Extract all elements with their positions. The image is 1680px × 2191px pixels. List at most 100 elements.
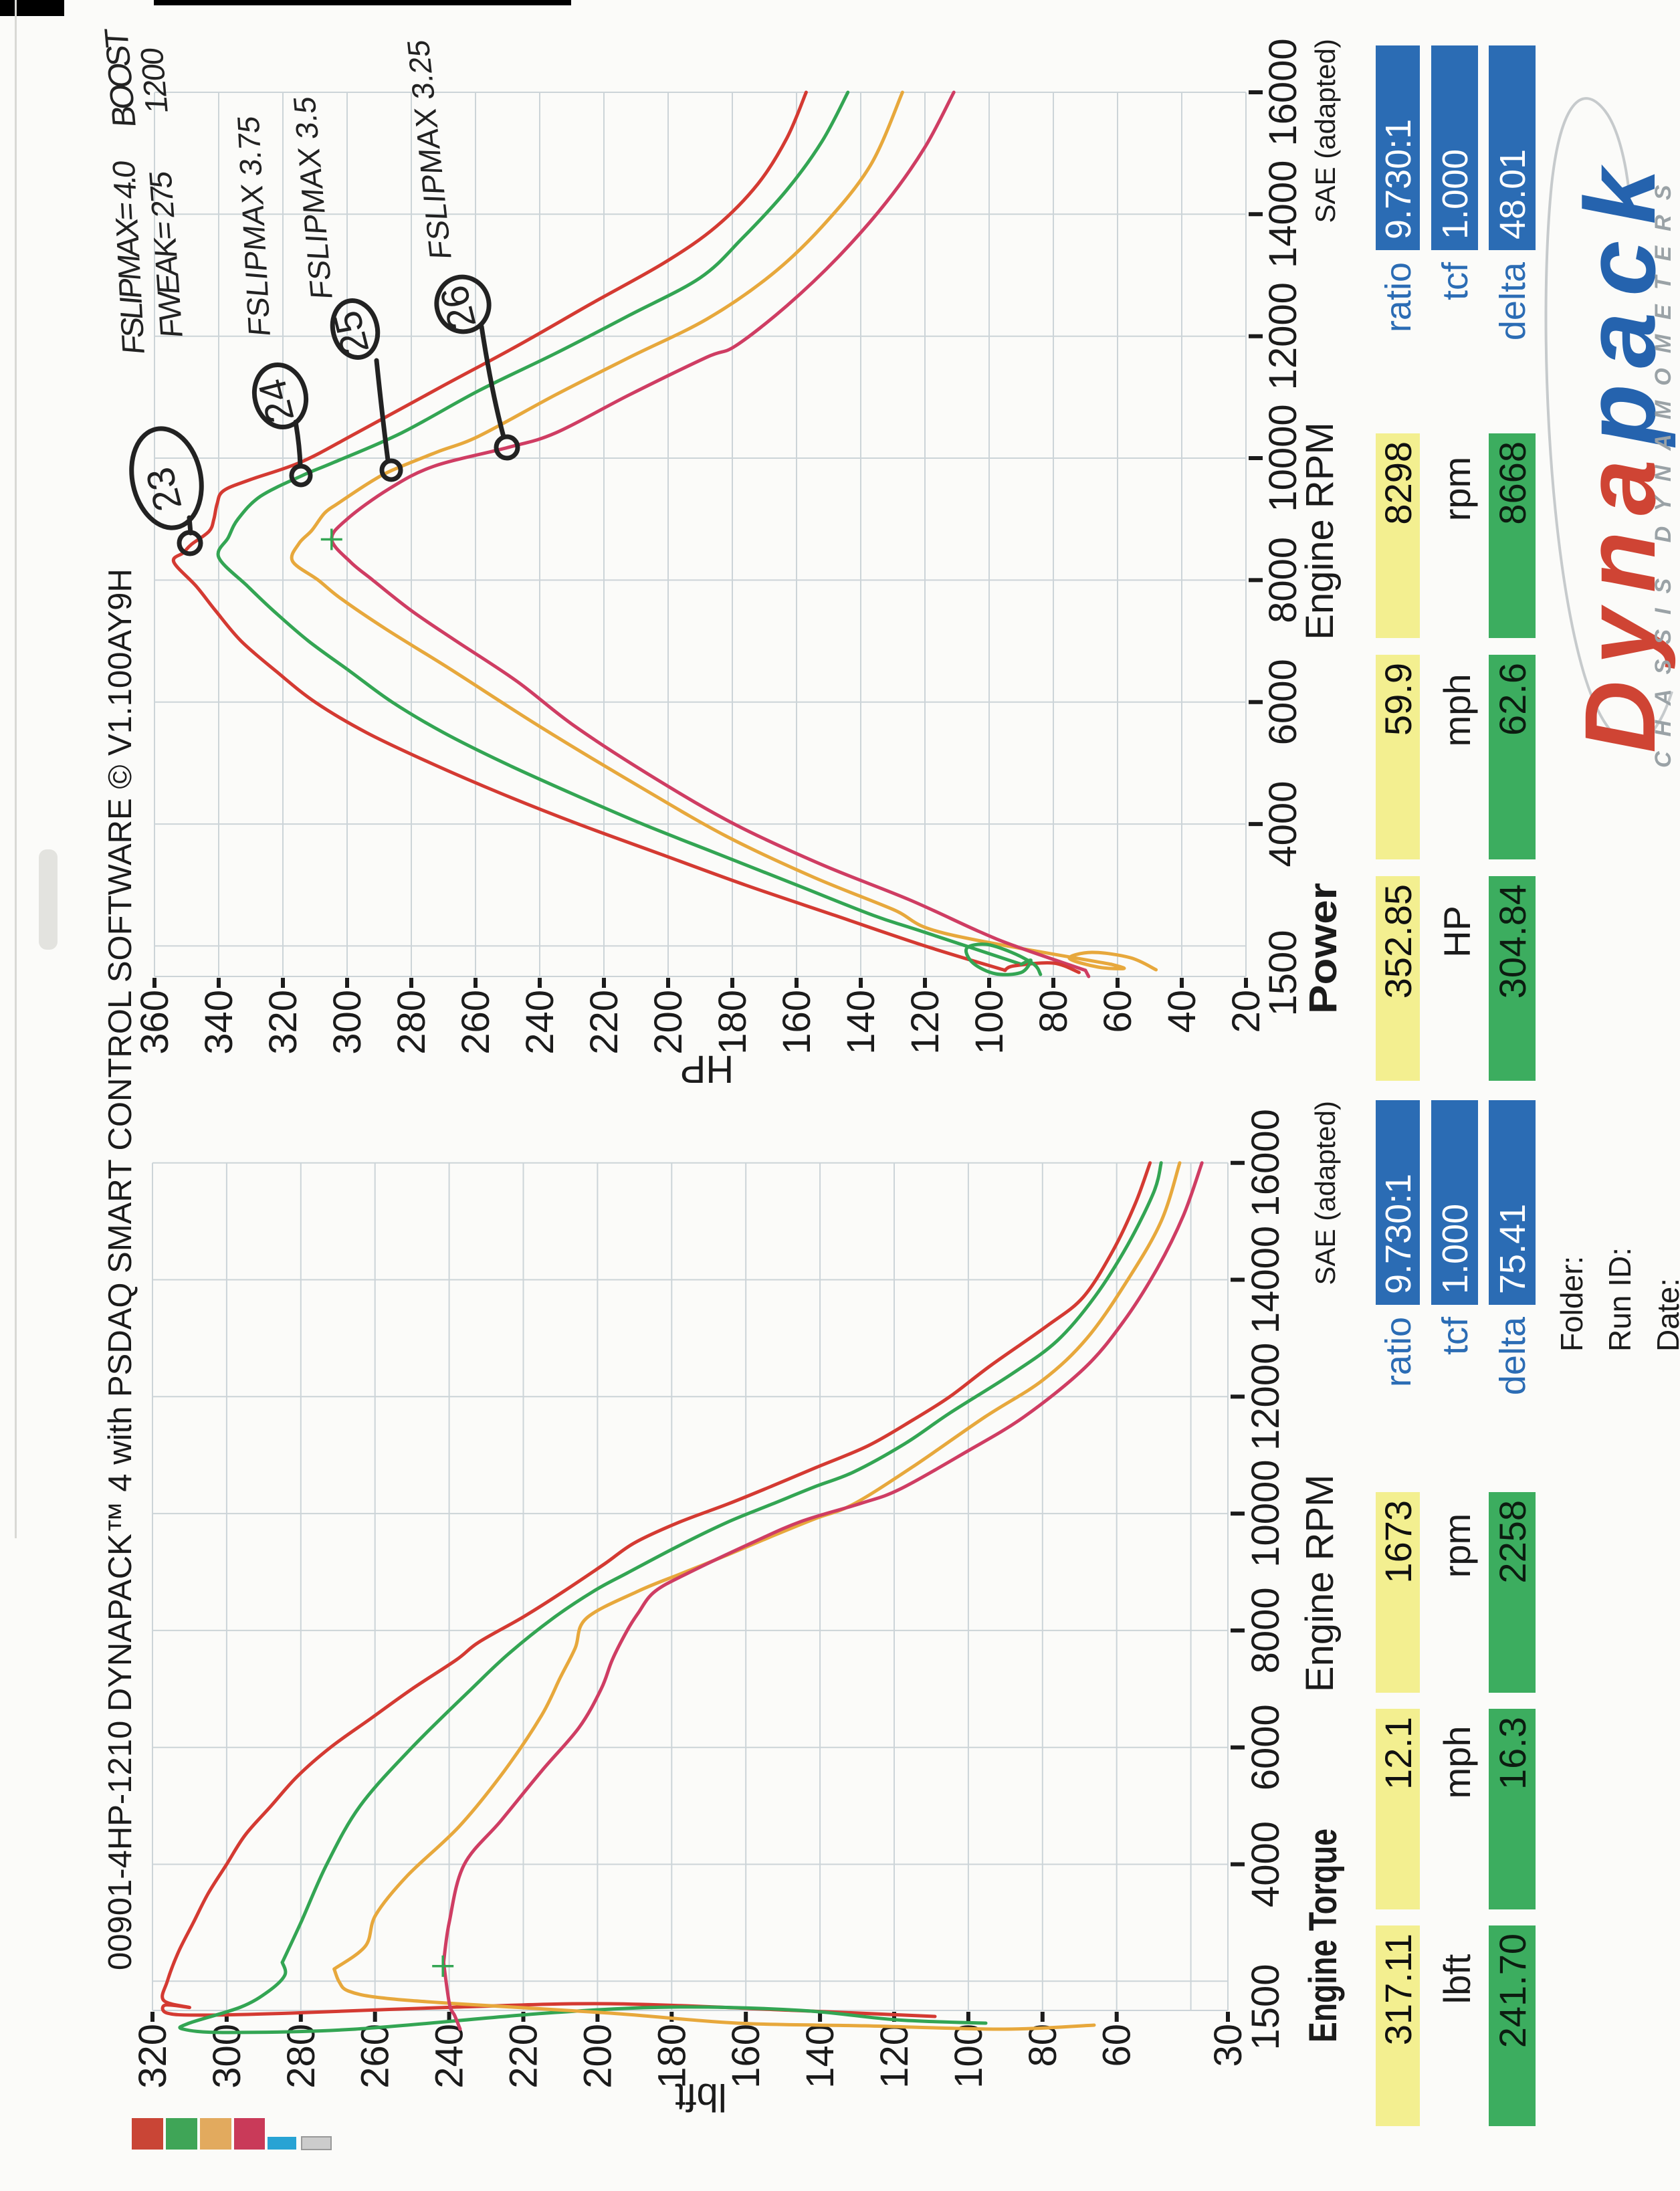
svg-text:26: 26	[432, 281, 485, 333]
svg-text:CHASSIS DYNAMOMETERS: CHASSIS DYNAMOMETERS	[1651, 171, 1676, 768]
svg-text:40: 40	[1160, 990, 1204, 1033]
svg-text:80: 80	[1032, 990, 1075, 1033]
svg-text:180: 180	[650, 2024, 694, 2089]
svg-text:8298: 8298	[1377, 441, 1419, 525]
svg-text:100: 100	[947, 2024, 990, 2089]
svg-text:lbft: lbft	[1436, 1954, 1478, 2004]
svg-text:2258: 2258	[1491, 1500, 1534, 1584]
svg-text:delta: delta	[1493, 1316, 1533, 1395]
svg-text:1500: 1500	[1244, 1964, 1287, 2050]
svg-text:9.730:1: 9.730:1	[1378, 1174, 1419, 1294]
svg-text:Folder:: Folder:	[1554, 1256, 1589, 1352]
svg-text:140: 140	[799, 2024, 842, 2089]
svg-text:delta: delta	[1493, 262, 1533, 340]
svg-text:317.11: 317.11	[1377, 1934, 1419, 2045]
svg-text:1.000: 1.000	[1435, 1204, 1475, 1294]
svg-text:4000: 4000	[1244, 1821, 1287, 1907]
svg-text:1500: 1500	[1261, 930, 1305, 1016]
svg-text:280: 280	[280, 2024, 323, 2089]
svg-text:23: 23	[138, 463, 191, 515]
svg-text:60: 60	[1095, 2024, 1139, 2067]
svg-text:SAE (adapted): SAE (adapted)	[1309, 39, 1341, 223]
svg-text:9.730:1: 9.730:1	[1378, 119, 1419, 239]
svg-text:8668: 8668	[1491, 441, 1534, 525]
svg-text:rpm: rpm	[1436, 1514, 1478, 1578]
svg-text:10000: 10000	[1244, 1459, 1287, 1567]
svg-text:241.70: 241.70	[1491, 1934, 1534, 2048]
svg-text:25: 25	[325, 306, 378, 358]
svg-text:6000: 6000	[1244, 1704, 1287, 1790]
svg-text:300: 300	[205, 2024, 249, 2089]
svg-text:48.01: 48.01	[1493, 149, 1533, 239]
svg-text:FWEAK= 275: FWEAK= 275	[143, 171, 190, 339]
svg-text:Dyna: Dyna	[1564, 443, 1676, 753]
svg-text:160: 160	[724, 2024, 768, 2089]
svg-text:FSLIPMAX 3.25: FSLIPMAX 3.25	[400, 39, 458, 260]
svg-text:60: 60	[1096, 990, 1140, 1033]
svg-text:200: 200	[576, 2024, 619, 2089]
svg-text:lbft: lbft	[675, 2075, 726, 2119]
svg-text:Run ID:: Run ID:	[1602, 1247, 1637, 1352]
svg-text:360: 360	[133, 990, 177, 1055]
svg-text:Power: Power	[1301, 883, 1345, 1014]
svg-text:304.84: 304.84	[1491, 884, 1534, 999]
svg-text:80: 80	[1021, 2024, 1065, 2067]
svg-text:rpm: rpm	[1436, 457, 1478, 521]
svg-text:220: 220	[502, 2024, 546, 2089]
svg-text:00901-4HP-1210 DYNAPACK™ 4 wit: 00901-4HP-1210 DYNAPACK™ 4 with PSDAQ SM…	[102, 568, 138, 1970]
svg-text:8000: 8000	[1261, 537, 1305, 623]
svg-text:180: 180	[711, 990, 754, 1055]
svg-text:ratio: ratio	[1378, 1317, 1419, 1387]
svg-text:Date:: Date:	[1651, 1278, 1680, 1352]
svg-text:BOOST: BOOST	[98, 29, 143, 128]
svg-text:10000: 10000	[1261, 404, 1305, 512]
svg-text:300: 300	[326, 990, 369, 1055]
svg-text:tcf: tcf	[1435, 1316, 1475, 1355]
svg-text:ratio: ratio	[1378, 262, 1419, 332]
svg-text:100: 100	[968, 990, 1011, 1055]
svg-text:tcf: tcf	[1435, 262, 1475, 300]
svg-text:200: 200	[647, 990, 690, 1055]
svg-text:340: 340	[197, 990, 241, 1055]
svg-text:Engine RPM: Engine RPM	[1298, 1474, 1342, 1692]
svg-text:16000: 16000	[1261, 38, 1305, 146]
svg-text:24: 24	[250, 375, 303, 427]
svg-text:Engine Torque: Engine Torque	[1301, 1829, 1345, 2043]
svg-text:12000: 12000	[1244, 1343, 1287, 1451]
svg-text:FSLIPMAX 3.5: FSLIPMAX 3.5	[286, 96, 339, 300]
svg-text:1200: 1200	[134, 47, 175, 114]
svg-text:280: 280	[390, 990, 433, 1055]
svg-text:260: 260	[454, 990, 498, 1055]
svg-text:mph: mph	[1436, 674, 1478, 747]
svg-text:120: 120	[904, 990, 947, 1055]
svg-text:1673: 1673	[1377, 1500, 1419, 1584]
svg-text:140: 140	[839, 990, 883, 1055]
svg-text:320: 320	[261, 990, 305, 1055]
svg-text:120: 120	[873, 2024, 916, 2089]
svg-text:12000: 12000	[1261, 282, 1305, 390]
svg-text:14000: 14000	[1244, 1226, 1287, 1334]
svg-text:320: 320	[131, 2024, 175, 2089]
svg-text:14000: 14000	[1261, 161, 1305, 268]
svg-text:16.3: 16.3	[1491, 1717, 1534, 1790]
svg-text:260: 260	[354, 2024, 397, 2089]
svg-text:30: 30	[1206, 2024, 1250, 2067]
svg-text:160: 160	[775, 990, 819, 1055]
svg-text:SAE (adapted): SAE (adapted)	[1309, 1101, 1341, 1285]
svg-text:pack: pack	[1564, 152, 1676, 448]
svg-text:Engine RPM: Engine RPM	[1298, 422, 1342, 640]
svg-text:220: 220	[583, 990, 626, 1055]
svg-text:8000: 8000	[1244, 1587, 1287, 1673]
svg-text:4000: 4000	[1261, 781, 1305, 867]
svg-text:20: 20	[1225, 990, 1268, 1033]
svg-text:352.85: 352.85	[1377, 884, 1419, 999]
svg-text:240: 240	[518, 990, 562, 1055]
svg-text:75.41: 75.41	[1493, 1204, 1533, 1294]
svg-text:62.6: 62.6	[1491, 663, 1534, 736]
svg-text:1.000: 1.000	[1435, 149, 1475, 239]
svg-text:240: 240	[428, 2024, 471, 2089]
svg-text:16000: 16000	[1244, 1109, 1287, 1217]
svg-text:59.9: 59.9	[1377, 663, 1419, 736]
svg-text:HP: HP	[680, 1047, 734, 1091]
svg-text:FSLIPMAX 3.75: FSLIPMAX 3.75	[231, 114, 277, 338]
